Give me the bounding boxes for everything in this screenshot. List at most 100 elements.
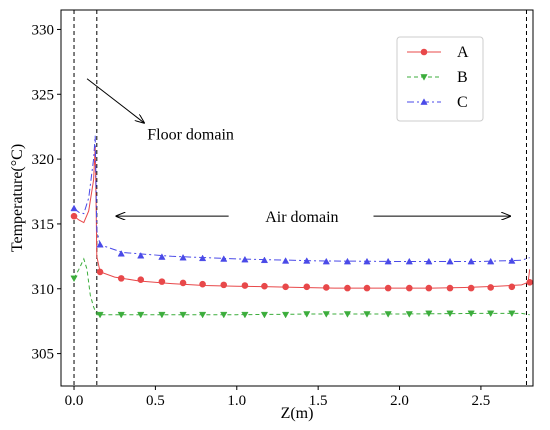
data-point bbox=[117, 250, 125, 257]
data-point bbox=[487, 257, 495, 265]
data-point bbox=[446, 284, 454, 292]
data-point bbox=[487, 284, 494, 291]
data-point bbox=[467, 310, 475, 318]
data-point bbox=[261, 282, 268, 290]
data-point bbox=[446, 257, 454, 265]
axes: 0.0 0.5 1.0 1.5 2.0 2.5 305 310 315 320 325 330 Z(m)… bbox=[9, 9, 534, 422]
data-point bbox=[467, 284, 475, 292]
data-point bbox=[406, 284, 413, 292]
x-tick-label: 1.5 bbox=[309, 393, 328, 409]
data-point bbox=[281, 311, 290, 319]
data-point bbox=[425, 310, 433, 318]
x-tick-label: 0.0 bbox=[65, 393, 84, 409]
data-point bbox=[303, 283, 311, 291]
series-line bbox=[73, 135, 530, 262]
x-tick-label: 0.5 bbox=[146, 393, 165, 409]
data-point bbox=[199, 280, 206, 288]
data-point bbox=[405, 311, 413, 318]
data-point bbox=[241, 255, 249, 263]
data-point bbox=[446, 310, 454, 318]
data-point bbox=[260, 256, 269, 264]
legend-label: A bbox=[457, 44, 469, 61]
data-point bbox=[241, 311, 249, 319]
data-point bbox=[96, 268, 104, 276]
data-point bbox=[343, 311, 352, 318]
data-point bbox=[487, 310, 495, 318]
data-point bbox=[343, 257, 352, 265]
data-point bbox=[363, 311, 371, 318]
y-axis-label: Temperature(°C) bbox=[9, 144, 26, 252]
data-point bbox=[508, 310, 516, 318]
data-point bbox=[420, 48, 428, 56]
series-a bbox=[70, 147, 534, 292]
x-axis-label: Z(m) bbox=[281, 405, 314, 422]
series-b bbox=[70, 257, 530, 319]
data-point bbox=[137, 311, 145, 319]
data-point bbox=[281, 257, 290, 264]
x-tick-label: 1.0 bbox=[227, 393, 246, 409]
data-point bbox=[508, 283, 516, 291]
data-point bbox=[425, 284, 433, 292]
y-tick-label: 305 bbox=[32, 347, 55, 363]
data-point bbox=[198, 311, 207, 319]
y-tick-label: 325 bbox=[32, 87, 55, 103]
data-point bbox=[526, 278, 534, 286]
data-point bbox=[179, 311, 187, 319]
data-point bbox=[322, 257, 330, 265]
y-tick-label: 315 bbox=[32, 217, 55, 233]
data-point bbox=[70, 275, 78, 283]
data-point bbox=[158, 311, 166, 319]
data-point bbox=[220, 255, 228, 262]
data-point bbox=[420, 74, 428, 81]
data-point bbox=[508, 257, 516, 264]
legend: ABC bbox=[396, 36, 484, 122]
data-point bbox=[425, 257, 433, 265]
data-point bbox=[363, 284, 371, 292]
data-point bbox=[198, 254, 207, 262]
data-point bbox=[96, 240, 104, 248]
y-tick-label: 330 bbox=[32, 22, 55, 38]
data-point bbox=[117, 275, 125, 282]
data-point bbox=[158, 253, 166, 260]
data-point bbox=[260, 311, 269, 319]
plot-frame bbox=[60, 9, 534, 387]
data-point bbox=[405, 257, 413, 265]
data-point bbox=[179, 279, 187, 287]
data-point bbox=[282, 283, 289, 291]
data-point bbox=[363, 257, 371, 265]
data-point bbox=[137, 276, 145, 283]
legend-label: B bbox=[457, 69, 468, 86]
data-point bbox=[467, 257, 475, 265]
legend-box bbox=[396, 36, 484, 122]
data-point bbox=[179, 253, 187, 261]
data-point bbox=[158, 278, 166, 285]
data-point bbox=[137, 251, 145, 259]
data-point bbox=[322, 284, 330, 291]
data-point bbox=[322, 311, 330, 318]
y-tick-label: 310 bbox=[32, 282, 55, 298]
data-point bbox=[220, 311, 228, 319]
data-point bbox=[303, 257, 311, 264]
data-point bbox=[384, 257, 392, 265]
legend-entry-a: A bbox=[407, 44, 469, 61]
data-point bbox=[96, 311, 104, 319]
data-point bbox=[420, 98, 428, 105]
annotations: Floor domain Air domain bbox=[86, 78, 510, 226]
data-point bbox=[303, 311, 311, 318]
series-c bbox=[70, 135, 530, 265]
data-point bbox=[70, 212, 78, 220]
data-point bbox=[344, 284, 351, 292]
data-point bbox=[70, 204, 78, 212]
x-tick-label: 2.5 bbox=[472, 393, 491, 409]
data-point bbox=[384, 284, 392, 292]
y-tick-label: 320 bbox=[32, 152, 55, 168]
data-point bbox=[117, 311, 125, 319]
x-tick-label: 2.0 bbox=[390, 393, 409, 409]
legend-entry-c: C bbox=[407, 94, 468, 111]
floor-domain-label: Floor domain bbox=[147, 127, 234, 144]
legend-label: C bbox=[457, 94, 468, 111]
data-point bbox=[384, 311, 392, 318]
legend-entry-b: B bbox=[407, 69, 468, 86]
floor-domain-arrow bbox=[86, 78, 144, 123]
